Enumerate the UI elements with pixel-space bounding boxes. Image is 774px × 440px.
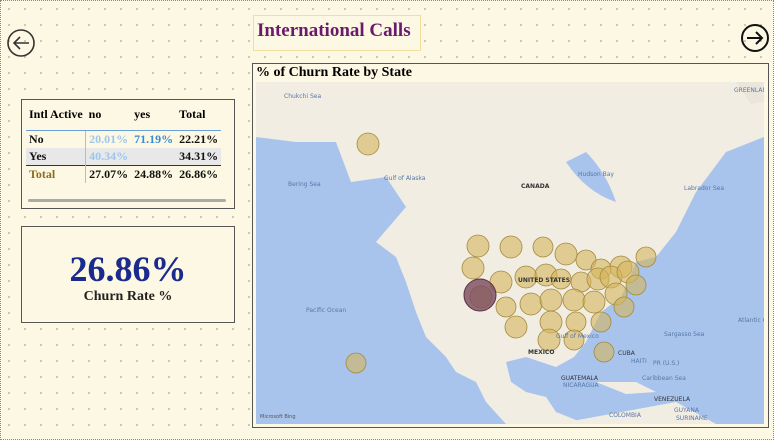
cell: 40.34% bbox=[89, 149, 129, 163]
map-label: GREENLAND (DEN.) bbox=[734, 87, 764, 94]
row-header: Total bbox=[26, 165, 87, 183]
map-label: MEXICO bbox=[528, 349, 554, 356]
cell: 24.88% bbox=[131, 165, 177, 183]
map-label: SURINAME bbox=[676, 415, 708, 422]
scrollbar[interactable] bbox=[28, 199, 226, 202]
matrix-row: Total 27.07% 24.88% 26.86% bbox=[26, 165, 222, 183]
matrix-row: No 20.01% 71.19% 22.21% bbox=[26, 130, 221, 148]
map-attribution: Microsoft Bing bbox=[260, 414, 296, 420]
map-label: COLOMBIA bbox=[609, 412, 642, 419]
map-label: Pacific Ocean bbox=[306, 307, 346, 314]
map-label: VENEZUELA bbox=[654, 396, 691, 403]
map: Chukchi Sea Gulf of Alaska Bering Sea CANAD… bbox=[256, 82, 764, 424]
map-label: Atlantic Ocean bbox=[738, 317, 764, 324]
cell: 34.31% bbox=[179, 149, 219, 163]
kpi-label: Churn Rate % bbox=[83, 289, 173, 304]
cell: 22.21% bbox=[179, 132, 219, 146]
map-label: PR (U.S.) bbox=[653, 360, 679, 367]
kpi-value: 26.86% bbox=[69, 249, 187, 289]
kpi-card: 26.86% Churn Rate % bbox=[21, 226, 235, 323]
map-label: Gulf of Mexico bbox=[556, 333, 599, 340]
column-header: Total bbox=[176, 106, 222, 131]
state-bubble-highlight bbox=[463, 278, 497, 312]
row-header: No bbox=[26, 130, 87, 148]
cell: 71.19% bbox=[134, 132, 174, 146]
column-header: no bbox=[85, 106, 132, 131]
map-label: HAITI bbox=[631, 358, 647, 365]
map-label: CUBA bbox=[618, 350, 636, 357]
header-row: Intl Active no yes Total bbox=[26, 106, 222, 131]
map-title: % of Churn Rate by State bbox=[256, 65, 412, 80]
matrix-row: Yes 40.34% 34.31% bbox=[26, 148, 222, 166]
map-label: Hudson Bay bbox=[578, 171, 614, 178]
map-label: GUATEMALA bbox=[561, 375, 599, 382]
cell: 20.01% bbox=[89, 132, 129, 146]
matrix-table: Intl Active no yes Total No 20.01% 71.19% 22.21… bbox=[26, 106, 222, 183]
matrix: Intl Active no yes Total No 20.01% 71.19% 22.21… bbox=[21, 99, 235, 209]
map-label: Sargasso Sea bbox=[664, 331, 705, 338]
map-label: NICARAGUA bbox=[563, 382, 600, 389]
column-header: yes bbox=[131, 106, 177, 131]
cell: 26.86% bbox=[176, 165, 222, 183]
forward-button[interactable] bbox=[739, 22, 771, 54]
page-title: International Calls bbox=[253, 15, 421, 51]
state-bubbles bbox=[345, 132, 657, 374]
map-label: GUYANA bbox=[674, 407, 700, 414]
row-header: Yes bbox=[26, 148, 87, 166]
cell: 27.07% bbox=[85, 165, 132, 183]
map-label: UNITED STATES bbox=[518, 277, 570, 284]
map-label: CANADA bbox=[521, 183, 550, 190]
column-header: Intl Active bbox=[26, 106, 86, 131]
map-label: Gulf of Alaska bbox=[384, 175, 426, 182]
cell bbox=[131, 148, 176, 166]
map-label: Labrador Sea bbox=[684, 185, 724, 192]
map-label: Bering Sea bbox=[288, 181, 321, 188]
map-label: Chukchi Sea bbox=[284, 93, 321, 100]
map-label: Caribbean Sea bbox=[642, 375, 686, 382]
back-button[interactable] bbox=[5, 28, 37, 60]
map-visual: % of Churn Rate by State Chukchi Sea Gulf… bbox=[252, 63, 769, 428]
